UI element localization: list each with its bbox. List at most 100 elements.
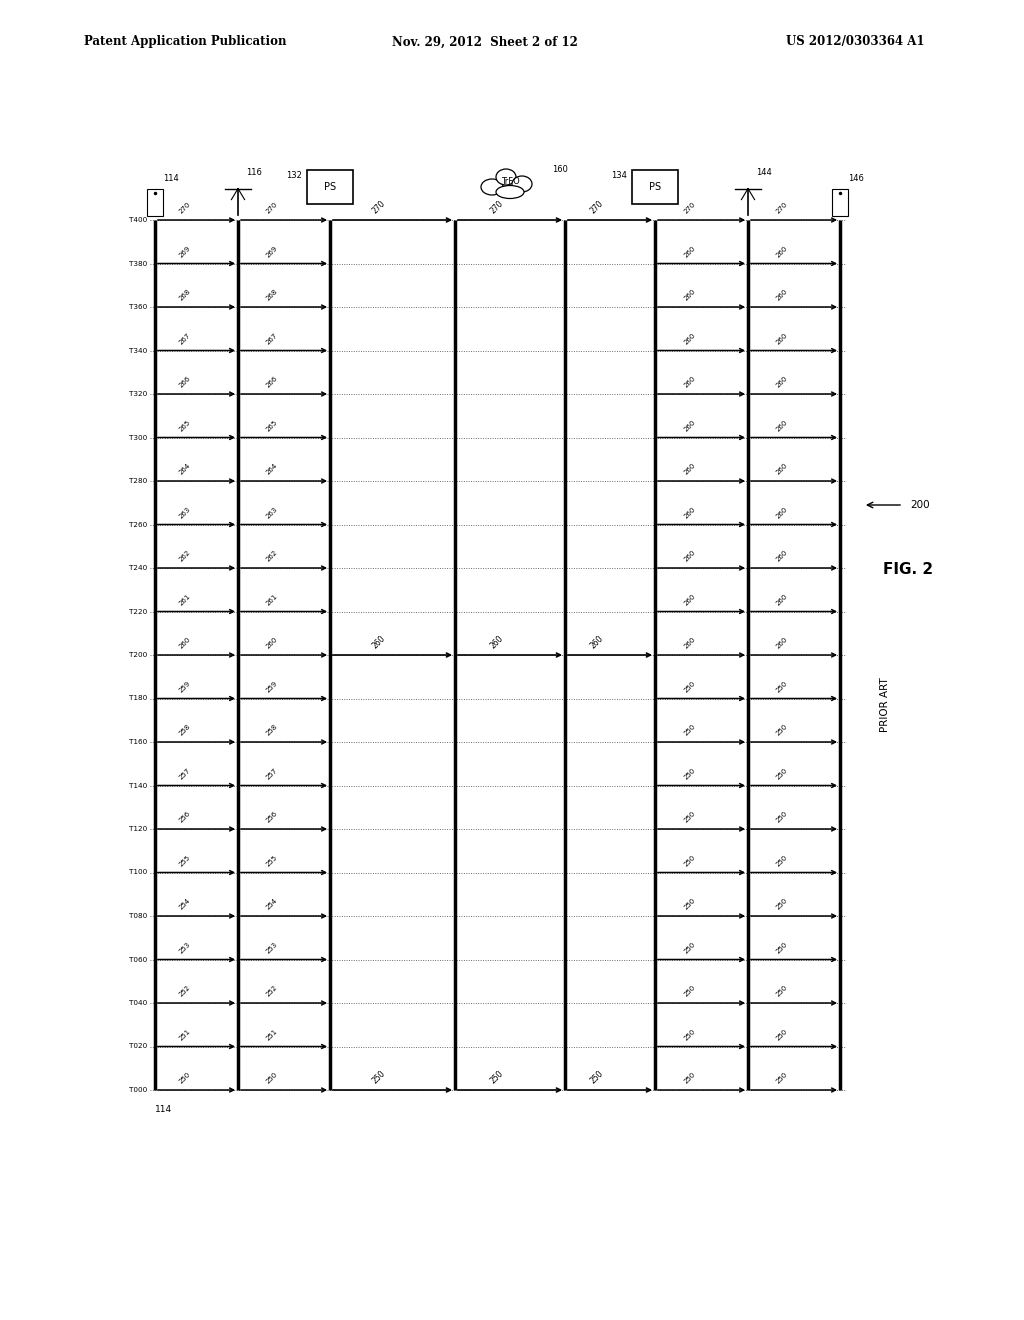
Text: 254: 254 bbox=[178, 898, 191, 911]
Text: PRIOR ART: PRIOR ART bbox=[880, 677, 890, 733]
Text: 250: 250 bbox=[775, 1028, 790, 1041]
Text: 270: 270 bbox=[178, 201, 191, 215]
Text: 260: 260 bbox=[775, 549, 790, 564]
Ellipse shape bbox=[496, 186, 524, 198]
Text: 253: 253 bbox=[178, 941, 191, 954]
FancyBboxPatch shape bbox=[307, 170, 353, 205]
Text: 261: 261 bbox=[178, 593, 191, 606]
Text: 251: 251 bbox=[178, 1028, 191, 1041]
Text: 270: 270 bbox=[589, 198, 605, 215]
Text: 250: 250 bbox=[683, 854, 696, 867]
Text: 260: 260 bbox=[683, 506, 696, 520]
Text: 260: 260 bbox=[775, 331, 790, 346]
Text: 259: 259 bbox=[178, 680, 191, 693]
Text: Nov. 29, 2012  Sheet 2 of 12: Nov. 29, 2012 Sheet 2 of 12 bbox=[392, 36, 578, 49]
Text: 250: 250 bbox=[775, 941, 790, 954]
Text: 200: 200 bbox=[910, 500, 930, 510]
Text: 114: 114 bbox=[155, 1105, 172, 1114]
Text: 254: 254 bbox=[265, 898, 279, 911]
Text: 260: 260 bbox=[775, 418, 790, 433]
Text: 134: 134 bbox=[611, 170, 627, 180]
Text: 264: 264 bbox=[178, 462, 191, 477]
Text: 250: 250 bbox=[589, 1068, 605, 1085]
Text: 267: 267 bbox=[178, 331, 191, 346]
Text: 257: 257 bbox=[178, 767, 191, 780]
Text: T280: T280 bbox=[129, 478, 147, 484]
Text: 260: 260 bbox=[683, 636, 696, 649]
Text: 270: 270 bbox=[683, 201, 696, 215]
Text: T140: T140 bbox=[129, 783, 147, 788]
Text: 250: 250 bbox=[683, 723, 696, 737]
Text: 146: 146 bbox=[848, 174, 864, 183]
Text: 270: 270 bbox=[371, 198, 387, 215]
Text: 266: 266 bbox=[265, 375, 279, 389]
Text: T220: T220 bbox=[129, 609, 147, 615]
Text: T320: T320 bbox=[129, 391, 147, 397]
Text: T180: T180 bbox=[129, 696, 147, 701]
Text: 260: 260 bbox=[775, 288, 790, 302]
Text: 256: 256 bbox=[265, 810, 279, 824]
Text: 250: 250 bbox=[775, 898, 790, 911]
Text: 160: 160 bbox=[552, 165, 568, 174]
Text: PS: PS bbox=[649, 182, 662, 191]
Text: 260: 260 bbox=[371, 634, 387, 649]
Text: 265: 265 bbox=[178, 418, 191, 433]
Text: 260: 260 bbox=[775, 462, 790, 477]
FancyBboxPatch shape bbox=[146, 189, 163, 216]
Text: 266: 266 bbox=[178, 375, 191, 389]
Text: 144: 144 bbox=[756, 168, 772, 177]
Text: 253: 253 bbox=[265, 941, 279, 954]
Text: 267: 267 bbox=[265, 331, 279, 346]
Text: 250: 250 bbox=[683, 1072, 696, 1085]
Text: T000: T000 bbox=[129, 1086, 147, 1093]
Text: 258: 258 bbox=[178, 723, 191, 737]
Text: 250: 250 bbox=[488, 1068, 505, 1085]
Text: T200: T200 bbox=[129, 652, 147, 657]
Text: 250: 250 bbox=[775, 723, 790, 737]
Text: 255: 255 bbox=[265, 854, 279, 867]
Text: 260: 260 bbox=[683, 418, 696, 433]
Text: 260: 260 bbox=[683, 462, 696, 477]
Text: 250: 250 bbox=[683, 767, 696, 780]
Text: T360: T360 bbox=[129, 304, 147, 310]
Text: 250: 250 bbox=[683, 680, 696, 693]
Text: 252: 252 bbox=[265, 985, 279, 998]
Text: 132: 132 bbox=[286, 170, 302, 180]
Text: T120: T120 bbox=[129, 826, 147, 832]
Text: 262: 262 bbox=[265, 549, 279, 564]
Text: 262: 262 bbox=[178, 549, 191, 564]
Text: 250: 250 bbox=[775, 767, 790, 780]
Text: 116: 116 bbox=[246, 168, 262, 177]
Text: Patent Application Publication: Patent Application Publication bbox=[84, 36, 287, 49]
Text: 252: 252 bbox=[178, 985, 191, 998]
Text: 260: 260 bbox=[488, 634, 505, 649]
Text: 250: 250 bbox=[683, 985, 696, 998]
Text: 250: 250 bbox=[775, 810, 790, 824]
Ellipse shape bbox=[481, 180, 503, 195]
Text: 260: 260 bbox=[265, 636, 279, 649]
Ellipse shape bbox=[512, 176, 532, 191]
Text: T340: T340 bbox=[129, 347, 147, 354]
Text: 259: 259 bbox=[265, 680, 279, 693]
Text: 260: 260 bbox=[775, 244, 790, 259]
Text: 258: 258 bbox=[265, 723, 279, 737]
Text: 260: 260 bbox=[775, 506, 790, 520]
Text: 250: 250 bbox=[775, 854, 790, 867]
Text: 250: 250 bbox=[371, 1068, 387, 1085]
Text: T300: T300 bbox=[129, 434, 147, 441]
Text: 250: 250 bbox=[178, 1072, 191, 1085]
Text: 260: 260 bbox=[589, 634, 605, 649]
Text: T160: T160 bbox=[129, 739, 147, 744]
Text: 260: 260 bbox=[775, 593, 790, 606]
Text: 260: 260 bbox=[775, 636, 790, 649]
Text: 270: 270 bbox=[265, 201, 279, 215]
Text: 251: 251 bbox=[265, 1028, 279, 1041]
Text: 250: 250 bbox=[683, 941, 696, 954]
Text: TrFO: TrFO bbox=[501, 177, 519, 186]
Text: 114: 114 bbox=[163, 174, 179, 183]
Ellipse shape bbox=[496, 169, 516, 185]
Text: T080: T080 bbox=[129, 913, 147, 919]
Text: 250: 250 bbox=[683, 1028, 696, 1041]
Text: 260: 260 bbox=[683, 331, 696, 346]
Text: 250: 250 bbox=[683, 810, 696, 824]
